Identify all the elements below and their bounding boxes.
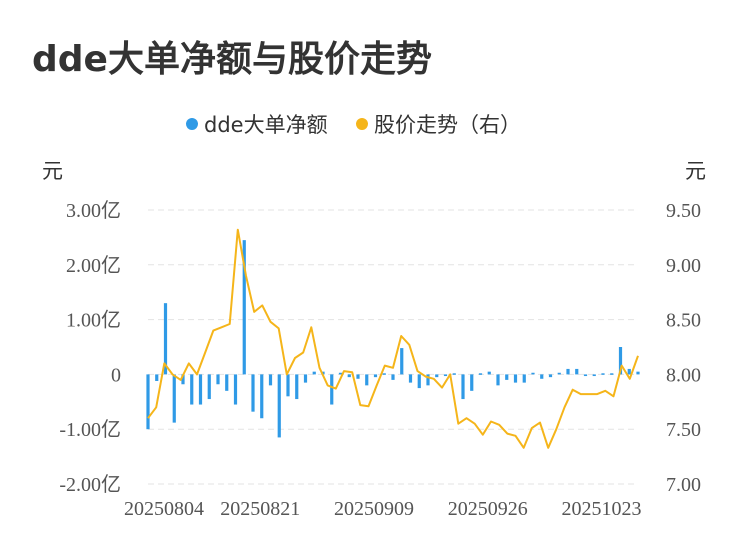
dde-bar [443, 374, 448, 377]
dde-bar-series [146, 240, 640, 438]
right-tick-label: 9.00 [666, 255, 701, 277]
dde-bar [155, 374, 159, 381]
x-tick-label: 20250926 [448, 498, 528, 520]
left-tick-label: 0 [111, 364, 121, 386]
dde-bar [566, 368, 570, 375]
x-tick-label: 20250909 [334, 498, 414, 520]
dde-bar [338, 372, 343, 375]
dde-bar [251, 374, 255, 412]
dde-bar [452, 373, 456, 375]
dde-bar [478, 373, 483, 375]
right-axis: 9.50 9.00 8.50 8.00 7.50 7.00 [666, 200, 701, 496]
x-tick-label: 20250804 [124, 498, 204, 520]
left-tick-label: -1.00亿 [59, 418, 121, 441]
dde-bar [513, 374, 518, 383]
dde-bar [260, 374, 264, 419]
dde-bar [295, 374, 299, 400]
dde-bar [417, 374, 421, 389]
dde-bar [198, 374, 203, 405]
legend-label-dde: dde大单净额 [204, 113, 328, 137]
left-axis: 3.00亿 2.00亿 1.00亿 0 -1.00亿 -2.00亿 [59, 199, 121, 496]
price-line-series [147, 228, 639, 449]
dde-bar [356, 374, 360, 379]
right-tick-label: 7.50 [666, 419, 701, 441]
left-tick-label: -2.00亿 [59, 473, 121, 496]
dde-bar [522, 374, 526, 383]
dde-bar [190, 374, 194, 405]
dde-bar [233, 374, 238, 405]
dde-bar [391, 374, 395, 380]
dde-bar [618, 347, 623, 375]
x-axis: 20250804 20250821 20250909 20250926 20251023 [124, 498, 642, 520]
dde-bar [540, 374, 544, 379]
gridlines [148, 209, 638, 485]
dde-bar [636, 371, 640, 375]
dde-bar [382, 373, 386, 375]
dde-bar [610, 373, 614, 375]
dde-bar [330, 374, 334, 405]
dde-bar [268, 374, 273, 386]
dde-bar [400, 348, 404, 375]
dde-bar [557, 372, 561, 375]
dde-bar [365, 374, 369, 386]
right-tick-label: 9.50 [666, 200, 701, 222]
right-axis-unit: 元 [685, 159, 706, 183]
legend[interactable]: dde大单净额 股价走势（右） [186, 113, 521, 137]
dde-bar [163, 303, 168, 375]
dde-bar [172, 374, 176, 423]
dde-bar [461, 374, 465, 400]
dde-bar [347, 374, 351, 378]
legend-marker-dde [186, 118, 198, 130]
dde-bar [548, 374, 553, 378]
legend-label-price: 股价走势（右） [374, 113, 521, 137]
dde-bar [627, 368, 631, 375]
left-tick-label: 2.00亿 [66, 254, 121, 277]
left-tick-label: 3.00亿 [66, 199, 121, 222]
price-line [147, 228, 639, 449]
dde-bar [601, 373, 605, 375]
dde-bar [470, 374, 474, 391]
dde-bar [592, 374, 596, 377]
x-tick-label: 20250821 [220, 498, 300, 520]
dde-bar [286, 374, 290, 397]
dde-bar [505, 374, 509, 380]
dde-bar [496, 374, 500, 386]
right-tick-label: 8.50 [666, 310, 701, 332]
left-axis-unit: 元 [42, 159, 63, 183]
dde-bar [242, 240, 246, 375]
dde-bar [312, 371, 316, 375]
dde-bar [225, 374, 229, 391]
dde-bar [426, 374, 430, 386]
dde-bar [435, 374, 439, 378]
dde-bar [583, 374, 588, 377]
dde-bar [575, 368, 579, 375]
dde-bar [487, 371, 491, 375]
x-tick-label: 20251023 [562, 498, 642, 520]
dde-bar [181, 374, 185, 385]
dde-bar [531, 372, 535, 375]
dde-bar [408, 374, 413, 383]
dde-bar [146, 374, 150, 430]
right-tick-label: 8.00 [666, 364, 701, 386]
dde-bar [216, 374, 220, 385]
dde-bar [373, 374, 378, 378]
dde-bar [277, 374, 281, 438]
dde-bar [303, 374, 308, 383]
left-tick-label: 1.00亿 [66, 309, 121, 332]
dde-bar [207, 374, 211, 400]
chart-title: dde大单净额与股价走势 [32, 39, 432, 80]
right-tick-label: 7.00 [666, 474, 701, 496]
legend-marker-price [356, 118, 368, 130]
